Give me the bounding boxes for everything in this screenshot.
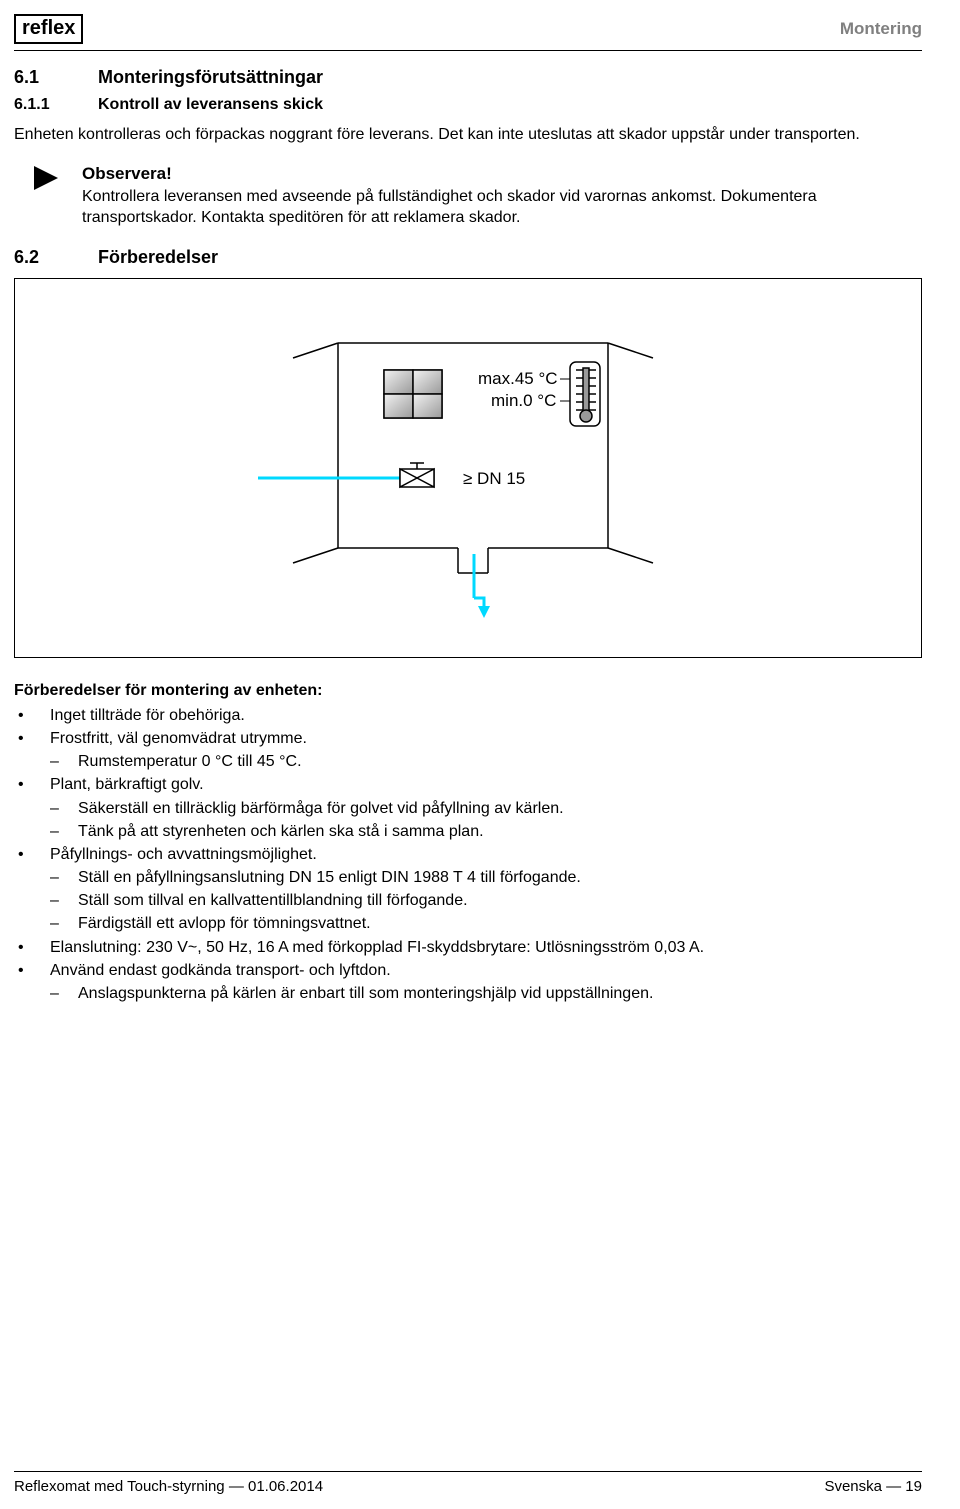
prep-title: Förberedelser för montering av enheten: xyxy=(14,682,922,700)
heading-6-2: 6.2 Förberedelser xyxy=(14,247,922,268)
note-title: Observera! xyxy=(82,164,922,184)
section-label: Montering xyxy=(840,19,922,39)
list-item: Plant, bärkraftigt golv.Säkerställ en ti… xyxy=(14,773,922,843)
temp-min-label: min.0 °C xyxy=(491,391,556,410)
page-header: reflex Montering xyxy=(14,14,922,51)
note-body: Kontrollera leveransen med avseende på f… xyxy=(82,186,922,229)
footer-left: Reflexomat med Touch-styrning — 01.06.20… xyxy=(14,1478,323,1495)
heading-num: 6.1 xyxy=(14,67,58,88)
note-block: Observera! Kontrollera leveransen med av… xyxy=(32,164,922,229)
list-item: Använd endast godkända transport- och ly… xyxy=(14,959,922,1005)
prep-list: Inget tillträde för obehöriga.Frostfritt… xyxy=(14,704,922,1005)
installation-diagram: max.45 °C min.0 °C xyxy=(188,298,748,638)
list-sub-item: Ställ som tillval en kallvattentillbland… xyxy=(50,889,922,912)
heading-title: Kontroll av leveransens skick xyxy=(98,96,323,114)
list-item: Elanslutning: 230 V~, 50 Hz, 16 A med fö… xyxy=(14,936,922,959)
heading-num: 6.1.1 xyxy=(14,96,58,114)
list-sub-item: Färdigställ ett avlopp för tömningsvattn… xyxy=(50,912,922,935)
list-sub-item: Säkerställ en tillräcklig bärförmåga för… xyxy=(50,797,922,820)
note-triangle-icon xyxy=(32,164,60,192)
heading-6-1: 6.1 Monteringsförutsättningar xyxy=(14,67,922,88)
intro-paragraph: Enheten kontrolleras och förpackas noggr… xyxy=(14,124,922,146)
pipe-label: ≥ DN 15 xyxy=(463,469,525,488)
list-sub-item: Tänk på att styrenheten och kärlen ska s… xyxy=(50,820,922,843)
inlet-pipe xyxy=(258,463,434,487)
list-item: Påfyllnings- och avvattningsmöjlighet.St… xyxy=(14,843,922,936)
footer-right: Svenska — 19 xyxy=(824,1478,922,1495)
list-sub-item: Rumstemperatur 0 °C till 45 °C. xyxy=(50,750,922,773)
heading-title: Förberedelser xyxy=(98,247,218,268)
list-sub-item: Ställ en påfyllningsanslutning DN 15 enl… xyxy=(50,866,922,889)
thermometer-icon xyxy=(570,362,600,426)
list-sub-item: Anslagspunkterna på kärlen är enbart til… xyxy=(50,982,922,1005)
page-footer: Reflexomat med Touch-styrning — 01.06.20… xyxy=(14,1471,922,1495)
window-icon xyxy=(384,370,442,418)
list-item: Inget tillträde för obehöriga. xyxy=(14,704,922,727)
heading-title: Monteringsförutsättningar xyxy=(98,67,323,88)
diagram-frame: max.45 °C min.0 °C xyxy=(14,278,922,658)
list-item: Frostfritt, väl genomvädrat utrymme.Rums… xyxy=(14,727,922,773)
logo: reflex xyxy=(14,14,83,44)
heading-num: 6.2 xyxy=(14,247,58,268)
temp-max-label: max.45 °C xyxy=(478,369,558,388)
heading-6-1-1: 6.1.1 Kontroll av leveransens skick xyxy=(14,96,922,114)
